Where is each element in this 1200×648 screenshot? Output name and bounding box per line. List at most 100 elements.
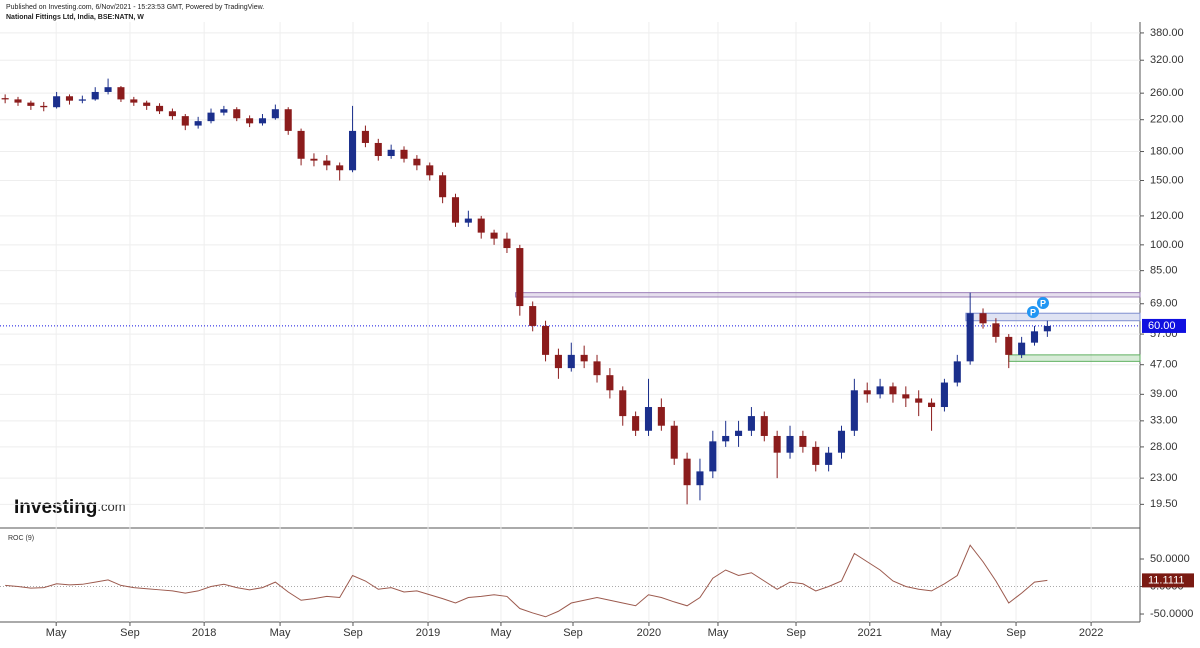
candle-body [53, 96, 61, 108]
candle-body [799, 435, 807, 447]
candle-body [593, 361, 601, 376]
zone [1008, 354, 1141, 362]
candle-body [902, 394, 910, 399]
candle-body [78, 99, 86, 101]
candle-body [760, 416, 768, 436]
y-tick-label: 180.00 [1150, 145, 1184, 157]
p-marker-label: P [1030, 307, 1036, 317]
p-marker [1027, 306, 1039, 318]
candle-body [349, 130, 357, 171]
candle-body [413, 158, 421, 166]
published-note: Published on Investing.com, 6/Nov/2021 -… [6, 4, 264, 11]
candle-body [722, 435, 730, 442]
candle-body [1030, 331, 1039, 343]
roc-title: ROC (9) [8, 535, 34, 542]
roc-label-box [1142, 573, 1194, 588]
x-tick-label: May [708, 627, 729, 639]
candle-body [400, 149, 408, 159]
x-tick-label: Sep [343, 627, 363, 639]
x-tick-label: 2018 [192, 627, 216, 639]
candle-body [361, 130, 369, 143]
candle-body [130, 99, 138, 103]
candle-body [310, 158, 318, 161]
candle-body [696, 471, 704, 486]
candle-body [773, 435, 781, 453]
candle-body [117, 87, 125, 100]
candle-body [850, 390, 858, 431]
x-tick-label: Sep [786, 627, 806, 639]
candle-body [233, 109, 241, 119]
candle-body [940, 382, 948, 408]
candle-body [876, 386, 884, 395]
candle-body [825, 452, 833, 465]
y-tick-label: 47.00 [1150, 359, 1178, 371]
candle-body [374, 142, 382, 157]
y-tick-label: 39.00 [1150, 388, 1178, 400]
roc-label: 11.1111 [1148, 574, 1185, 586]
candle-body [91, 91, 99, 100]
candle-body [992, 323, 1000, 337]
candle-body [567, 354, 575, 369]
y-tick-label: 320.00 [1150, 54, 1184, 66]
candle-body [580, 354, 588, 362]
price-label-box [1142, 318, 1186, 333]
candle-body [529, 306, 537, 326]
candle-body [786, 435, 794, 453]
x-tick-label: May [491, 627, 512, 639]
candle-body [735, 430, 743, 436]
candle-body [464, 218, 472, 223]
y-tick-label: 85.00 [1150, 265, 1178, 277]
candle-body [426, 165, 434, 176]
y-tick-label: 23.00 [1150, 472, 1178, 484]
candle-body [1043, 325, 1051, 332]
x-tick-label: May [270, 627, 291, 639]
y-tick-label: 260.00 [1150, 87, 1184, 99]
candle-body [336, 165, 344, 171]
candle-body [812, 446, 820, 465]
candle-body [168, 111, 176, 117]
x-tick-label: 2020 [637, 627, 661, 639]
candle-body [709, 441, 717, 472]
candle-body [387, 149, 395, 157]
x-tick-label: May [931, 627, 952, 639]
candle-body [632, 416, 640, 431]
candle-body [194, 121, 202, 126]
candle-body [65, 96, 74, 101]
candle-body [644, 407, 653, 431]
candle-body [297, 130, 305, 159]
candle-body [683, 458, 691, 486]
y-tick-label: 380.00 [1150, 27, 1184, 39]
candle-body [542, 325, 550, 355]
y-tick-label: 220.00 [1150, 114, 1184, 126]
y-tick-label: 120.00 [1150, 210, 1184, 222]
x-tick-label: 2022 [1079, 627, 1103, 639]
candle-body [889, 386, 897, 395]
candle-body [670, 425, 678, 459]
candle-body [14, 99, 22, 103]
candle-body [439, 175, 447, 198]
y-tick-label: 100.00 [1150, 239, 1184, 251]
roc-y-tick-label: -50.0000 [1150, 608, 1193, 620]
instrument: National Fittings Ltd, India, BSE:NATN, … [6, 14, 144, 21]
candle-body [503, 238, 511, 249]
candle-body [451, 197, 460, 223]
candle-body [1, 98, 9, 100]
candle-body [928, 402, 936, 408]
zone [515, 292, 1141, 298]
candle-body [104, 87, 112, 92]
candle-body [1005, 336, 1013, 355]
y-tick-label: 150.00 [1150, 174, 1184, 186]
candle-body [27, 102, 35, 106]
x-tick-label: Sep [563, 627, 583, 639]
candle-body [915, 398, 923, 403]
y-tick-label: 33.00 [1150, 415, 1178, 427]
candle-body [323, 160, 331, 166]
x-tick-label: Sep [120, 627, 140, 639]
candle-body [246, 118, 254, 124]
candle-body [143, 102, 151, 106]
candle-body [1018, 342, 1026, 355]
x-tick-label: Sep [1006, 627, 1026, 639]
y-tick-label: 19.50 [1150, 498, 1178, 510]
candle-body [181, 116, 189, 126]
